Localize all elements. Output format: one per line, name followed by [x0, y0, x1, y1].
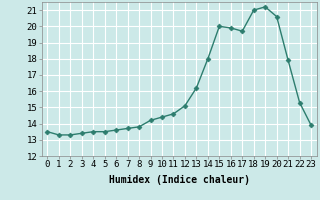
X-axis label: Humidex (Indice chaleur): Humidex (Indice chaleur)	[109, 175, 250, 185]
